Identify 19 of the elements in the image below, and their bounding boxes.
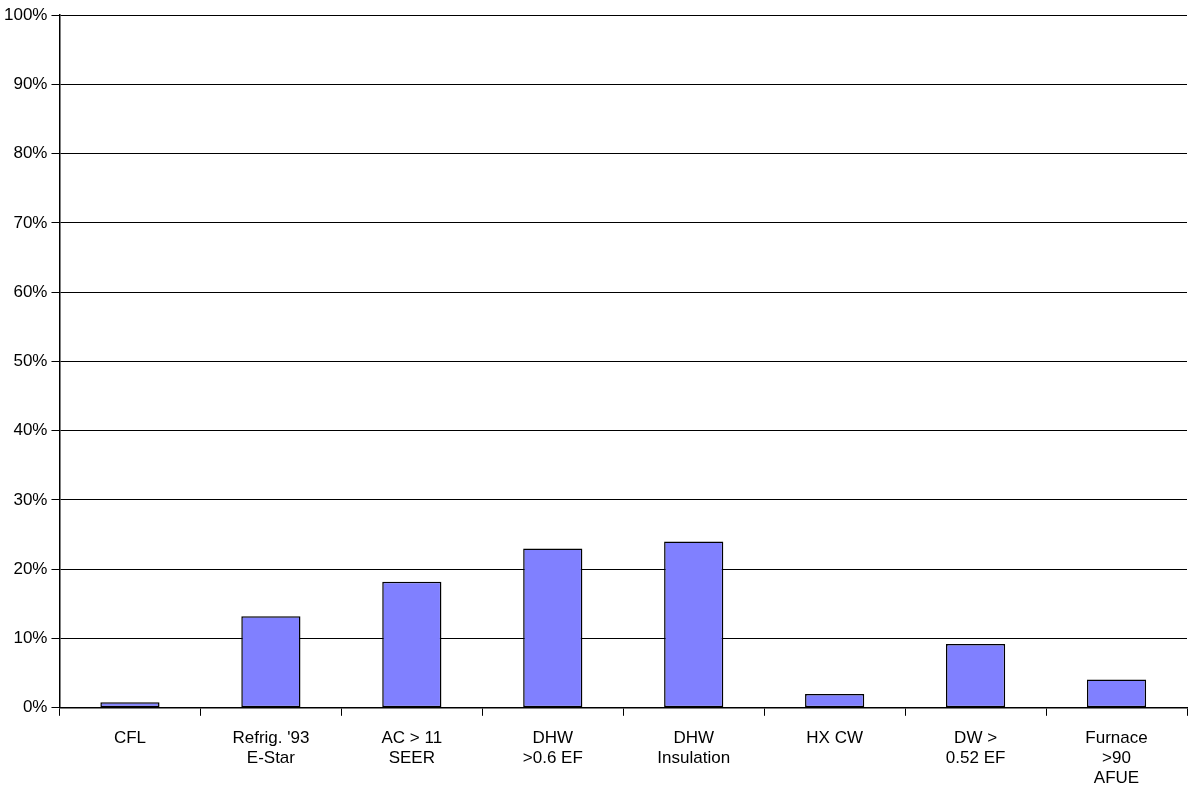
x-tick-label: HX CW [806,727,863,747]
y-tick-label: 100% [4,4,48,24]
y-tick-label: 70% [13,212,48,232]
y-tick-label: 30% [13,489,48,509]
y-tick-label: 50% [13,351,48,371]
y-tick-label: 10% [13,628,48,648]
y-tick-label: 90% [13,73,48,93]
x-tick-label: DHW >0.6 EF [522,727,583,768]
x-tick-label: DHW Insulation [657,727,731,768]
x-tick-label: CFL [113,727,147,747]
y-tick-label: 20% [13,558,48,578]
x-tick-label: AC > 11 SEER [381,727,443,768]
y-tick-label: 40% [13,420,48,440]
y-tick-label: 0% [22,697,48,717]
x-tick-label: DW > 0.52 EF [945,727,1006,768]
x-tick-label: Furnace >90 AFUE [1085,727,1148,788]
y-tick-label: 80% [13,143,48,163]
y-tick-label: 60% [13,281,48,301]
x-tick-label: Refrig. '93 E-Star [232,727,310,768]
